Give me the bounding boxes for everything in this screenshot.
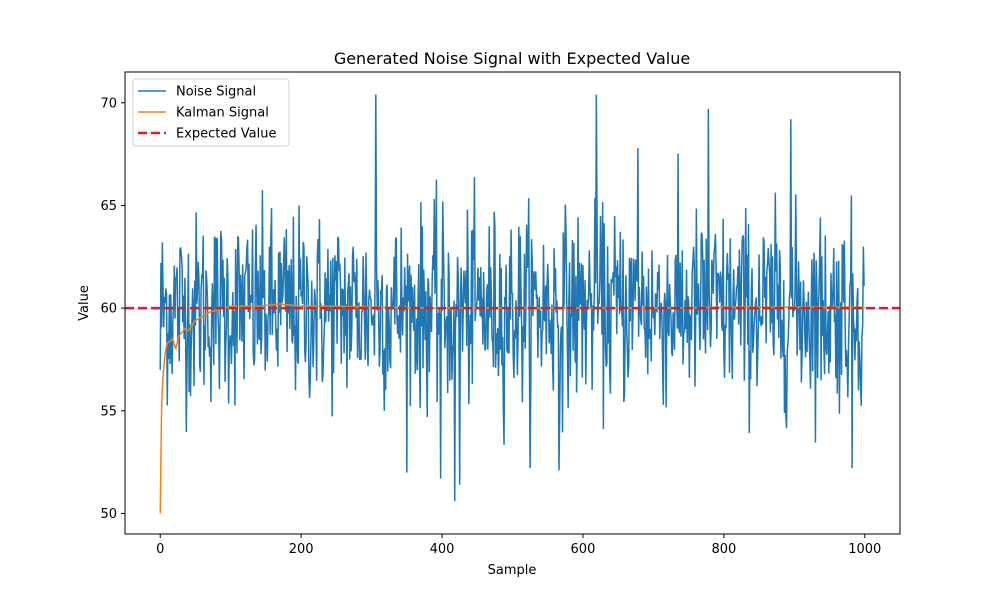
y-axis-label: Value [77,285,92,321]
y-axis: 50 55 60 65 70 [100,96,125,522]
x-axis: 0 200 400 600 800 1000 [156,534,881,557]
legend-label: Kalman Signal [176,106,269,121]
x-tick-label: 600 [571,542,596,557]
y-tick-label: 60 [100,302,117,317]
y-tick-label: 70 [100,96,117,111]
y-tick-label: 55 [100,404,117,419]
series-kalman-signal-line [159,303,865,514]
x-tick-label: 400 [430,542,455,557]
x-tick-label: 1000 [848,542,881,557]
y-tick-label: 65 [100,199,117,214]
x-tick-label: 200 [289,542,314,557]
legend-label: Noise Signal [176,85,256,100]
legend: Noise Signal Kalman Signal Expected Value [132,78,290,147]
chart-title: Generated Noise Signal with Expected Val… [334,49,690,68]
x-tick-label: 800 [711,542,736,557]
x-axis-label: Sample [488,563,537,578]
legend-box [132,78,290,147]
legend-label: Expected Value [176,127,276,142]
plot-area [125,94,900,514]
plot-frame [124,71,901,535]
series-noise-signal-line [159,94,865,502]
x-tick-label: 0 [156,542,164,557]
y-tick-label: 50 [100,507,117,522]
